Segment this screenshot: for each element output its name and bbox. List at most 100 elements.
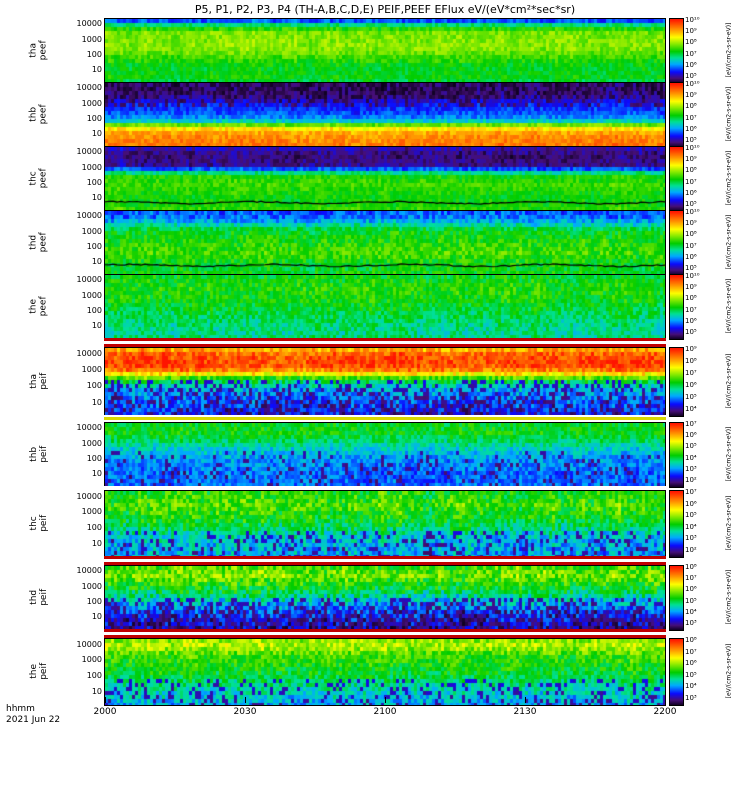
colorbar-unit-label-thc-peif: [eV/(cm2-s-sr-eV)] xyxy=(710,490,748,556)
colorbar-tick-label: 10¹⁰ xyxy=(685,208,700,216)
y-tick-label: 10000 xyxy=(76,639,102,649)
colorbar-tick-label: 10⁴ xyxy=(685,522,697,531)
colorbar-thc-peef xyxy=(669,146,684,212)
y-tick-label: 100 xyxy=(86,523,102,533)
x-tick-label: 2130 xyxy=(513,707,537,717)
colorbar-unit-label-thb-peif: [eV/(cm2-s-sr-eV)] xyxy=(710,422,748,486)
y-tick-label: 1000 xyxy=(81,365,102,375)
panel-label-the-peef: the peef xyxy=(22,274,56,338)
colorbar-tick-label: 10⁵ xyxy=(685,200,697,208)
bottom-left-labels: hhmm 2021 Jun 22 xyxy=(6,704,60,726)
panel-instrument-label: peif xyxy=(38,588,49,606)
colorbar-tick-label: 10⁴ xyxy=(685,453,697,462)
y-tick-label: 10000 xyxy=(76,275,102,285)
colorbar-tick-label: 10¹⁰ xyxy=(685,16,700,24)
colorbar-tick-label: 10⁷ xyxy=(685,49,697,58)
panel-label-thd-peef: thd peef xyxy=(22,210,56,274)
panel-separator xyxy=(104,556,666,565)
colorbar-unit-label: [eV/(cm2-s-sr-eV)] xyxy=(725,569,732,625)
spectrogram-the-peef xyxy=(104,274,666,340)
colorbar-the-peef xyxy=(669,274,684,340)
panel-instrument-label: peif xyxy=(38,445,49,463)
panel-probe-label: tha xyxy=(28,373,39,389)
panel-label-tha-peef: tha peef xyxy=(22,18,56,82)
panel-probe-label: thd xyxy=(28,234,39,250)
colorbar-tick-label: 10⁶ xyxy=(685,252,697,261)
panel-label-thd-peif: thd peif xyxy=(22,565,56,629)
y-tick-label: 100 xyxy=(86,178,102,188)
y-tick-label: 100 xyxy=(86,381,102,391)
colorbar-tick-label: 10⁸ xyxy=(685,636,697,644)
colorbar-tick-label: 10⁹ xyxy=(685,27,697,36)
y-tick-label: 1000 xyxy=(81,34,102,44)
colorbar-tick-label: 10³ xyxy=(685,694,697,702)
colorbar-tick-label: 10³ xyxy=(685,534,697,543)
panel-separator xyxy=(104,629,666,638)
colorbar-tick-label: 10⁸ xyxy=(685,294,697,303)
x-tick-label: 2000 xyxy=(93,707,117,717)
spectrogram-tha-peif xyxy=(104,347,666,417)
y-tick-label: 10 xyxy=(91,321,102,331)
colorbar-unit-label: [eV/(cm2-s-sr-eV)] xyxy=(725,22,732,78)
colorbar-thb-peif xyxy=(669,422,684,488)
colorbar-tick-label: 10⁵ xyxy=(685,328,697,336)
colorbar-tick-label: 10⁵ xyxy=(685,136,697,144)
panel-label: thc peef xyxy=(29,168,50,188)
panel-instrument-label: peef xyxy=(39,232,49,252)
colorbar-thd-peef xyxy=(669,210,684,276)
colorbar-tick-label: 10¹⁰ xyxy=(685,272,700,280)
colorbar-tick-label: 10³ xyxy=(685,464,697,473)
colorbar-tick-label: 10⁶ xyxy=(685,499,697,508)
colorbar-tick-label: 10⁸ xyxy=(685,166,697,175)
colorbar-tick-label: 10⁵ xyxy=(685,442,697,451)
y-tick-label: 1000 xyxy=(81,507,102,517)
panel-label: thd peef xyxy=(29,232,50,252)
colorbar-tick-label: 10⁹ xyxy=(685,155,697,164)
figure-title: P5, P1, P2, P3, P4 (TH-A,B,C,D,E) PEIF,P… xyxy=(194,3,576,16)
y-tick-label: 10000 xyxy=(76,348,102,358)
x-tick-mark xyxy=(245,697,246,703)
panel-label-the-peif: the peif xyxy=(22,638,56,704)
colorbar-tick-label: 10⁶ xyxy=(685,124,697,133)
x-tick-mark xyxy=(105,697,106,703)
colorbar-tick-label: 10⁴ xyxy=(685,607,697,616)
colorbar-tick-label: 10¹⁰ xyxy=(685,80,700,88)
panel-label: thd peif xyxy=(29,589,50,606)
x-tick-label: 2100 xyxy=(373,707,397,717)
y-tick-label: 100 xyxy=(86,671,102,681)
y-tick-label: 10 xyxy=(91,129,102,139)
panel-probe-label: thb xyxy=(28,446,39,462)
panel-probe-label: thb xyxy=(28,106,39,122)
colorbar-unit-label: [eV/(cm2-s-sr-eV)] xyxy=(725,353,732,409)
colorbar-unit-label: [eV/(cm2-s-sr-eV)] xyxy=(725,426,732,482)
colorbar-tick-label: 10⁷ xyxy=(685,420,697,428)
colorbar-tick-label: 10⁹ xyxy=(685,91,697,100)
colorbar-thc-peif xyxy=(669,490,684,558)
panel-probe-label: thd xyxy=(28,589,39,605)
y-tick-label: 1000 xyxy=(81,162,102,172)
colorbar-tick-label: 10⁵ xyxy=(685,511,697,520)
panel-label-tha-peif: tha peif xyxy=(22,347,56,415)
panel-label: thb peif xyxy=(29,446,50,463)
y-tick-label: 100 xyxy=(86,50,102,60)
y-tick-label: 10 xyxy=(91,397,102,407)
colorbar-unit-label-tha-peef: [eV/(cm2-s-sr-eV)] xyxy=(710,18,748,82)
spectrogram-thb-peef xyxy=(104,82,666,148)
colorbar-unit-label-the-peef: [eV/(cm2-s-sr-eV)] xyxy=(710,274,748,338)
colorbar-tha-peif xyxy=(669,347,684,417)
x-tick-label: 2030 xyxy=(233,707,257,717)
y-tick-label: 10000 xyxy=(76,83,102,93)
colorbar-tick-label: 10⁸ xyxy=(685,102,697,111)
x-tick-mark xyxy=(525,697,526,703)
y-tick-label: 10 xyxy=(91,257,102,267)
colorbar-tick-label: 10⁷ xyxy=(685,177,697,186)
spectrogram-thd-peef xyxy=(104,210,666,276)
panel-label-thb-peif: thb peif xyxy=(22,422,56,486)
y-tick-label: 10000 xyxy=(76,211,102,221)
panel-probe-label: tha xyxy=(28,42,39,58)
panel-label: thc peif xyxy=(29,515,50,532)
panel-instrument-label: peif xyxy=(38,372,49,390)
y-tick-label: 100 xyxy=(86,242,102,252)
colorbar-tick-label: 10⁹ xyxy=(685,219,697,228)
